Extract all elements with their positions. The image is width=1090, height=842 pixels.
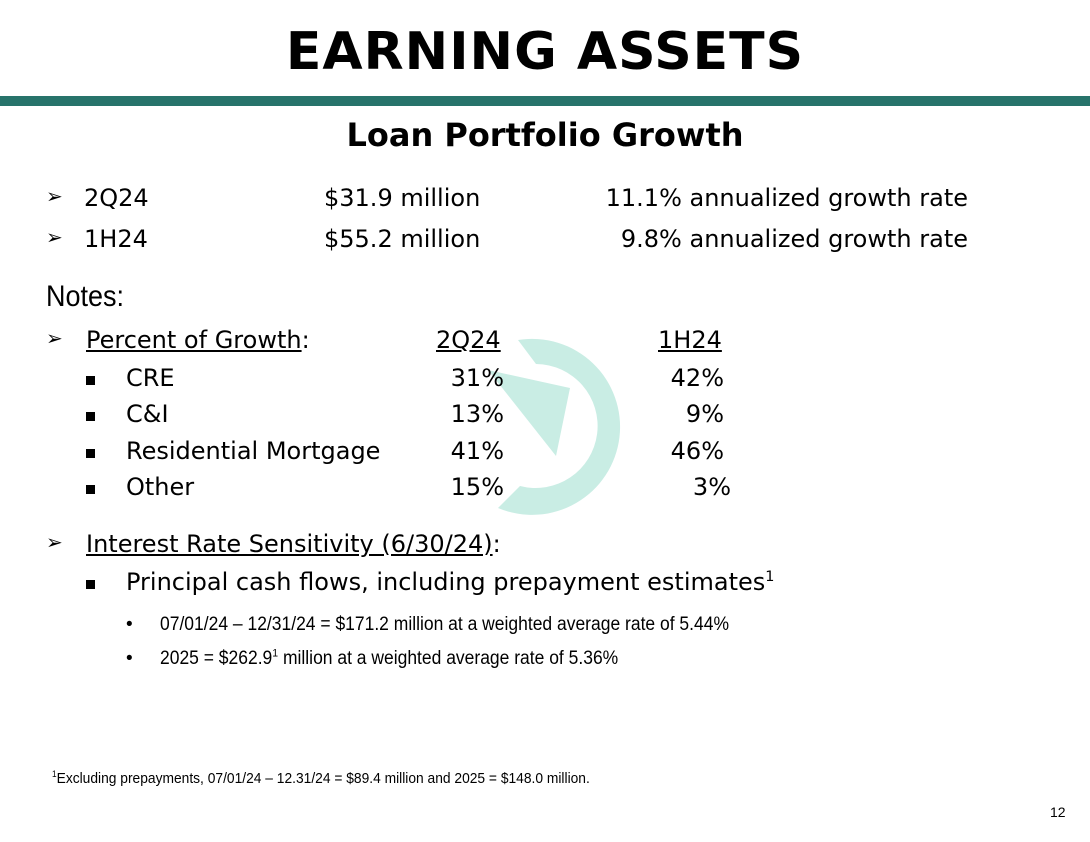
page-number: 12: [1050, 804, 1066, 820]
column-header-1h24: 1H24: [658, 326, 722, 354]
principal-cash-flows: Principal cash flows, including prepayme…: [86, 568, 986, 602]
growth-row: Residential Mortgage 41% 46%: [86, 437, 746, 471]
growth-value-2q24: 13%: [450, 400, 504, 428]
growth-value-2q24: 31%: [450, 364, 504, 392]
square-bullet-icon: [86, 412, 95, 421]
growth-row: CRE 31% 42%: [86, 364, 746, 398]
arrow-bullet-icon: ➢: [46, 326, 63, 350]
cash-flow-bullet: • 2025 = $262.91 million at a weighted a…: [126, 648, 1026, 676]
percent-of-growth-header: ➢ Percent of Growth: 2Q24 1H24: [46, 326, 746, 360]
arrow-bullet-icon: ➢: [46, 225, 63, 249]
highlight-row: ➢ 2Q24 $31.9 million 11.1% annualized gr…: [46, 184, 1046, 218]
dot-bullet-icon: •: [126, 614, 133, 635]
slide-title: EARNING ASSETS: [285, 22, 805, 82]
highlight-amount: $31.9 million: [324, 184, 481, 212]
growth-value-1h24: 9%: [685, 400, 724, 428]
circular-arrow-logo-icon: [488, 338, 621, 515]
highlight-amount: $55.2 million: [324, 225, 481, 253]
growth-value-2q24: 15%: [450, 473, 504, 501]
interest-rate-sensitivity-header: ➢ Interest Rate Sensitivity (6/30/24):: [46, 530, 746, 564]
square-bullet-icon: [86, 580, 95, 589]
growth-value-1h24: 42%: [670, 364, 724, 392]
growth-row: C&I 13% 9%: [86, 400, 746, 434]
footnote: 1Excluding prepayments, 07/01/24 – 12.31…: [52, 769, 590, 788]
growth-category: CRE: [126, 364, 175, 392]
cash-flow-text: 07/01/24 – 12/31/24 = $171.2 million at …: [160, 614, 730, 635]
highlight-rate: 11.1% annualized growth rate: [605, 184, 968, 212]
cash-flow-text: 2025 = $262.91 million at a weighted ave…: [160, 647, 619, 669]
arrow-bullet-icon: ➢: [46, 530, 63, 554]
growth-value-1h24: 3%: [692, 473, 731, 501]
highlight-rate: 9.8% annualized growth rate: [620, 225, 968, 253]
growth-category: C&I: [126, 400, 169, 428]
highlight-period: 2Q24: [84, 184, 149, 212]
column-header-2q24: 2Q24: [436, 326, 501, 354]
square-bullet-icon: [86, 449, 95, 458]
principal-cash-flows-label: Principal cash flows, including prepayme…: [126, 568, 775, 596]
percent-of-growth-label: Percent of Growth:: [86, 326, 310, 354]
cash-flow-bullet: • 07/01/24 – 12/31/24 = $171.2 million a…: [126, 614, 1026, 642]
slide-subtitle: Loan Portfolio Growth: [346, 116, 744, 154]
highlight-period: 1H24: [84, 225, 148, 253]
growth-category: Residential Mortgage: [126, 437, 381, 465]
arrow-bullet-icon: ➢: [46, 184, 63, 208]
growth-row: Other 15% 3%: [86, 473, 746, 507]
growth-value-2q24: 41%: [450, 437, 504, 465]
highlight-row: ➢ 1H24 $55.2 million 9.8% annualized gro…: [46, 225, 1046, 259]
dot-bullet-icon: •: [126, 648, 133, 669]
notes-heading: Notes:: [46, 280, 125, 313]
title-divider: [0, 96, 1090, 106]
square-bullet-icon: [86, 485, 95, 494]
interest-rate-sensitivity-label: Interest Rate Sensitivity (6/30/24):: [86, 530, 501, 558]
square-bullet-icon: [86, 376, 95, 385]
growth-category: Other: [126, 473, 195, 501]
growth-value-1h24: 46%: [670, 437, 724, 465]
